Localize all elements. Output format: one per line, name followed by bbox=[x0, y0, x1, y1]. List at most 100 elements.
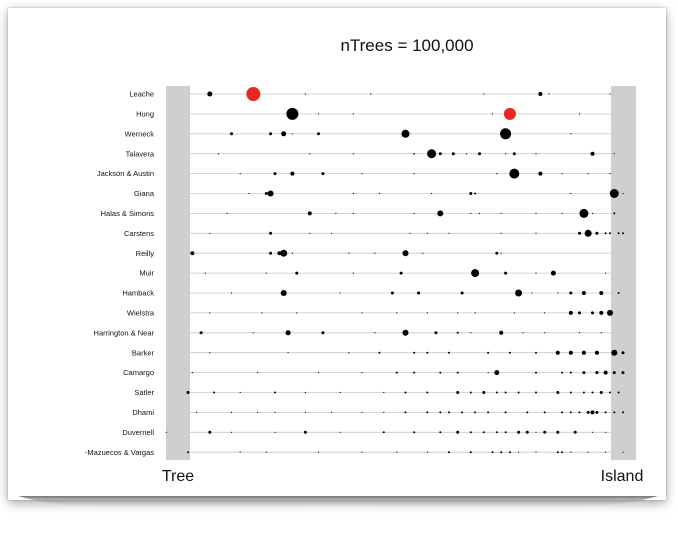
data-point bbox=[526, 411, 529, 414]
data-point bbox=[257, 411, 259, 413]
data-point bbox=[248, 192, 250, 195]
data-point bbox=[239, 391, 241, 394]
data-point bbox=[600, 332, 602, 334]
data-point bbox=[426, 351, 429, 354]
data-point bbox=[617, 232, 620, 235]
row-label: Satler bbox=[134, 388, 154, 397]
data-point bbox=[295, 271, 299, 275]
data-point bbox=[561, 173, 563, 175]
data-point bbox=[413, 212, 415, 214]
data-point bbox=[267, 190, 274, 197]
data-point bbox=[422, 252, 424, 254]
data-point bbox=[569, 371, 572, 374]
data-point bbox=[491, 113, 494, 115]
data-point bbox=[426, 232, 428, 234]
data-point bbox=[439, 411, 442, 414]
data-point bbox=[396, 451, 398, 453]
data-point bbox=[465, 153, 467, 155]
data-point bbox=[456, 331, 459, 334]
x-min-label: Tree bbox=[162, 468, 194, 485]
data-point bbox=[594, 350, 599, 355]
data-point bbox=[207, 91, 213, 97]
data-point bbox=[469, 431, 472, 434]
data-point bbox=[499, 330, 504, 335]
data-point bbox=[413, 371, 416, 374]
data-point bbox=[609, 232, 611, 235]
data-point bbox=[570, 192, 572, 195]
data-point bbox=[561, 371, 564, 374]
data-point bbox=[504, 411, 507, 414]
row-label: -Mazuecos & Vargas bbox=[85, 448, 154, 457]
data-point bbox=[352, 212, 354, 214]
data-point bbox=[599, 391, 603, 394]
data-point bbox=[491, 451, 494, 454]
data-point bbox=[509, 168, 520, 179]
row-label: Hung bbox=[136, 110, 154, 119]
data-point bbox=[500, 232, 502, 234]
data-point bbox=[273, 172, 277, 176]
data-point bbox=[226, 212, 228, 214]
data-point bbox=[213, 391, 216, 394]
data-point bbox=[264, 192, 268, 195]
data-point bbox=[535, 212, 537, 214]
data-point bbox=[568, 310, 573, 315]
data-point bbox=[426, 391, 429, 394]
row-leache: Leache bbox=[129, 87, 611, 101]
data-point bbox=[321, 331, 325, 335]
data-point bbox=[522, 332, 524, 334]
row-label: Wielstra bbox=[127, 309, 155, 318]
data-point bbox=[395, 371, 398, 374]
row-label: Werneck bbox=[125, 129, 155, 138]
data-point bbox=[339, 431, 341, 433]
data-point bbox=[573, 430, 577, 434]
data-point bbox=[586, 410, 590, 414]
data-point bbox=[348, 252, 350, 254]
data-point bbox=[556, 430, 560, 434]
data-point bbox=[535, 451, 537, 453]
data-point bbox=[478, 212, 481, 214]
data-point bbox=[281, 131, 287, 137]
data-point bbox=[517, 430, 521, 434]
data-point bbox=[187, 451, 189, 454]
data-point bbox=[622, 232, 624, 235]
data-point bbox=[591, 311, 594, 315]
data-point bbox=[595, 410, 599, 414]
data-point bbox=[331, 232, 333, 234]
data-point bbox=[495, 431, 498, 434]
data-point bbox=[611, 349, 618, 356]
data-point bbox=[439, 371, 442, 374]
data-point bbox=[525, 430, 529, 434]
data-point bbox=[471, 269, 480, 278]
data-point bbox=[591, 431, 594, 433]
data-point bbox=[309, 153, 311, 155]
data-point bbox=[613, 212, 616, 215]
row-label: Jackson & Austin bbox=[97, 169, 154, 178]
data-point bbox=[269, 251, 273, 255]
data-point bbox=[535, 431, 537, 433]
data-point bbox=[578, 231, 581, 235]
row-hamback: Hamback bbox=[122, 289, 620, 298]
data-point bbox=[209, 352, 211, 354]
figure-card bbox=[8, 8, 666, 500]
data-point bbox=[482, 391, 486, 394]
row-hung: Hung bbox=[136, 107, 611, 120]
row-halas-simons: Halas & Simons bbox=[101, 208, 616, 218]
chart-title: nTrees = 100,000 bbox=[340, 36, 473, 55]
data-point bbox=[448, 411, 450, 414]
data-point bbox=[434, 331, 438, 335]
data-point bbox=[287, 352, 289, 354]
data-point bbox=[208, 430, 212, 434]
data-point bbox=[482, 431, 485, 434]
data-point bbox=[474, 312, 476, 314]
data-point bbox=[487, 351, 490, 354]
data-point bbox=[578, 113, 581, 115]
data-point bbox=[317, 372, 320, 374]
data-point bbox=[383, 411, 385, 413]
data-point bbox=[504, 431, 507, 434]
data-point bbox=[448, 451, 450, 454]
data-point bbox=[605, 272, 607, 274]
data-point bbox=[587, 173, 589, 175]
data-point bbox=[361, 372, 363, 374]
data-point bbox=[612, 371, 616, 375]
data-point bbox=[370, 93, 372, 95]
